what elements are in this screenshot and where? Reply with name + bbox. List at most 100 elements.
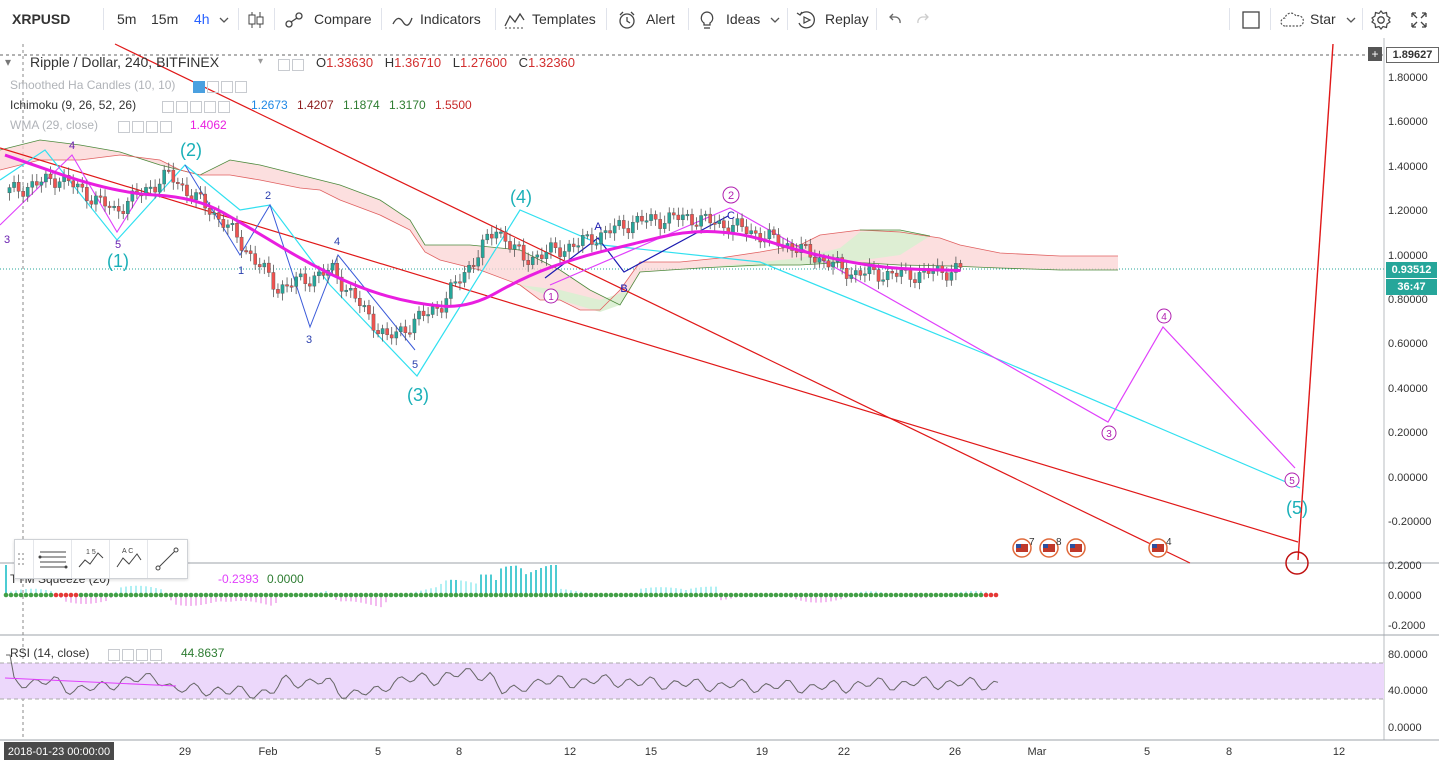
interval-15m[interactable]: 15m: [151, 11, 179, 27]
candle-body: [30, 181, 35, 188]
ichimoku-controls[interactable]: [162, 99, 232, 113]
candle-body: [289, 285, 294, 288]
compare-icon[interactable]: [283, 0, 305, 38]
plus-icon[interactable]: +: [1368, 47, 1382, 61]
candle-body: [703, 213, 708, 216]
candle-body: [207, 207, 212, 215]
svg-text:1: 1: [548, 292, 554, 303]
drag-handle-icon[interactable]: [15, 540, 27, 578]
compare-button[interactable]: Compare: [314, 11, 372, 27]
indicators-button[interactable]: Indicators: [420, 11, 481, 27]
candle-body: [107, 205, 112, 208]
squeeze-dot: [813, 592, 819, 598]
ideas-button[interactable]: Ideas: [726, 11, 761, 27]
trend-line-tool-icon[interactable]: [147, 540, 186, 578]
squeeze-dot: [668, 592, 674, 598]
candle-body: [244, 250, 248, 253]
candle-body: [7, 187, 12, 194]
primary-wave-cyan[interactable]: [0, 149, 1301, 489]
candle-body: [39, 181, 44, 186]
undo-icon[interactable]: [886, 0, 904, 38]
wma-line: [4, 153, 961, 308]
cloud-icon[interactable]: [1279, 0, 1305, 38]
svg-text:A C: A C: [122, 548, 133, 555]
elliott-impulse-tool-icon[interactable]: 1 5: [71, 540, 110, 578]
trend-line-upper[interactable]: [114, 43, 1191, 564]
series-title[interactable]: Ripple / Dollar, 240, BITFINEX: [30, 54, 220, 70]
rsi-trend-line[interactable]: [4, 677, 177, 687]
squeeze-dot: [563, 592, 569, 598]
ttm-tick: 0.0000: [1388, 590, 1422, 602]
symbol-search[interactable]: XRPUSD: [12, 11, 71, 27]
us-flag-event-icon[interactable]: [1066, 538, 1086, 558]
candle-body: [367, 305, 371, 315]
trend-line-lower[interactable]: [0, 147, 1299, 543]
us-flag-event-icon[interactable]: [1012, 538, 1032, 558]
squeeze-dot: [358, 592, 364, 598]
squeeze-dot: [328, 592, 334, 598]
elliott-abc-tool-icon[interactable]: A C: [109, 540, 148, 578]
layout-name[interactable]: Star: [1310, 11, 1336, 27]
chart-canvas[interactable]: (1) (2) (3) (4) (5) 3 4 5 2 1 3 4 5 A B …: [0, 38, 1439, 762]
ideas-chevron-down-icon[interactable]: [770, 0, 780, 38]
candle-body: [494, 231, 499, 239]
candle-body: [540, 254, 544, 259]
squeeze-dot: [423, 592, 429, 598]
candle-body: [112, 206, 116, 208]
time-axis[interactable]: 29 Feb 5 8 12 15 19 22 26 Mar 5 8 12: [179, 746, 1345, 758]
chart-type-candles-icon[interactable]: [247, 0, 265, 38]
squeeze-dot: [763, 592, 769, 598]
title-controls[interactable]: [278, 57, 306, 71]
redo-icon[interactable]: [914, 0, 932, 38]
candle-body: [867, 265, 872, 275]
wave-label-5: (5): [1286, 498, 1308, 518]
projection-line[interactable]: [1297, 43, 1334, 561]
interval-4h[interactable]: 4h: [194, 11, 210, 27]
interval-5m[interactable]: 5m: [117, 11, 137, 27]
layout-chevron-down-icon[interactable]: [1346, 0, 1356, 38]
replay-button[interactable]: Replay: [825, 11, 869, 27]
alert-clock-icon[interactable]: [617, 0, 637, 38]
squeeze-dot: [663, 592, 669, 598]
time-tick: 26: [949, 746, 961, 758]
price-axis[interactable]: 1.80000 1.60000 1.40000 1.20000 1.00000 …: [1388, 72, 1431, 734]
squeeze-dot: [493, 592, 499, 598]
drawing-toolbar[interactable]: 1 5 A C: [14, 539, 188, 579]
squeeze-dot: [163, 592, 169, 598]
event-icons[interactable]: 7 8 4: [1012, 537, 1172, 558]
legend-chevron-icon[interactable]: ▾: [5, 55, 12, 69]
trend-lines[interactable]: [0, 43, 1334, 564]
wma-label[interactable]: WMA (29, close): [10, 118, 99, 132]
ha-controls[interactable]: [193, 79, 249, 93]
title-dropdown-chevron-icon[interactable]: ▾: [258, 56, 264, 67]
rsi-label[interactable]: RSI (14, close): [10, 646, 90, 660]
fullscreen-square-icon[interactable]: [1242, 0, 1260, 38]
abc-correction[interactable]: [544, 215, 729, 279]
us-flag-event-icon[interactable]: [1039, 538, 1059, 558]
candle-body: [749, 230, 753, 234]
ichimoku-label[interactable]: Ichimoku (9, 26, 52, 26): [10, 98, 137, 112]
interval-dropdown-chevron-icon[interactable]: [219, 0, 229, 38]
wma-controls[interactable]: [118, 119, 174, 133]
indicators-icon[interactable]: [391, 0, 413, 38]
alert-button[interactable]: Alert: [646, 11, 675, 27]
expand-arrows-icon[interactable]: [1410, 0, 1428, 38]
ha-candles-label[interactable]: Smoothed Ha Candles (10, 10): [10, 78, 176, 92]
separator: [238, 8, 239, 30]
squeeze-dot: [968, 592, 974, 598]
squeeze-dot: [828, 592, 834, 598]
squeeze-dot: [718, 592, 724, 598]
sub-wave-blue[interactable]: [184, 164, 416, 351]
price-tick: 1.40000: [1388, 161, 1428, 173]
lines-tool-icon[interactable]: [33, 540, 72, 578]
us-flag-event-icon[interactable]: [1148, 538, 1168, 558]
templates-icon[interactable]: [503, 0, 525, 38]
rsi-controls[interactable]: [108, 647, 164, 661]
templates-button[interactable]: Templates: [532, 11, 596, 27]
settings-gear-icon[interactable]: [1370, 0, 1392, 38]
replay-icon[interactable]: [795, 0, 817, 38]
candle-body: [485, 233, 490, 241]
svg-text:2: 2: [728, 190, 734, 202]
ideas-lightbulb-icon[interactable]: [698, 0, 716, 38]
candle-body: [239, 236, 244, 251]
